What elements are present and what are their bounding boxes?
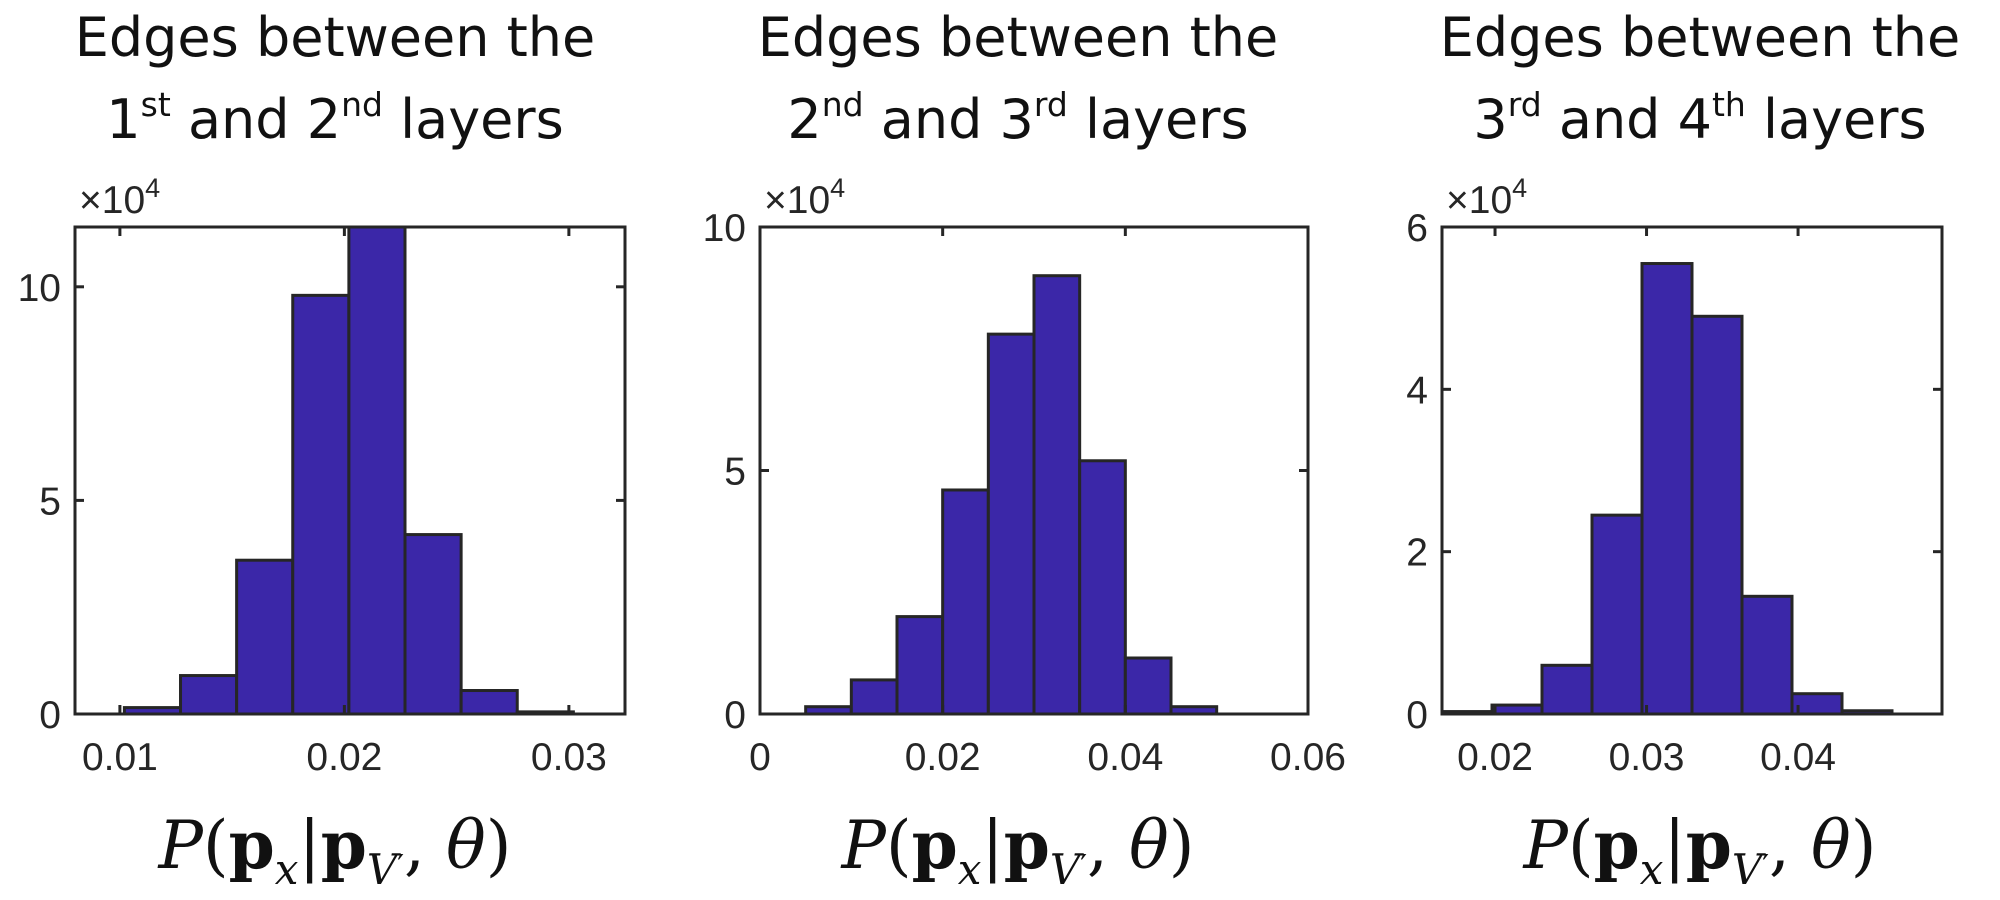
chart-title-line-2: 2nd and 3rd layers bbox=[787, 85, 1248, 151]
y-tick-label: 10 bbox=[703, 207, 746, 250]
axes-box bbox=[1440, 225, 1944, 716]
histogram-bar bbox=[941, 488, 990, 716]
y-tick-label: 0 bbox=[39, 694, 61, 737]
y-tick-label: 4 bbox=[1406, 369, 1428, 412]
histogram-bar bbox=[1640, 262, 1694, 716]
x-tick-label: 0.02 bbox=[306, 736, 382, 779]
histogram-bar bbox=[849, 678, 899, 716]
chart-title-line-2: 3rd and 4th layers bbox=[1473, 85, 1926, 151]
histogram-bar bbox=[179, 674, 239, 716]
histogram-bar bbox=[1032, 274, 1082, 716]
chart-title-line-2: 1st and 2nd layers bbox=[106, 85, 563, 151]
chart-panel-3: Edges between the 3rd and 4th layers 0 2 4 6 0… bbox=[1406, 6, 1960, 894]
x-axis-label: P(px|pV′, θ) bbox=[840, 806, 1194, 894]
x-tick-label: 0.03 bbox=[1609, 736, 1685, 779]
histogram-bar bbox=[235, 558, 295, 716]
y-axis-multiplier: ×104 bbox=[79, 173, 160, 222]
histogram-bar bbox=[1123, 656, 1173, 716]
chart-title-line-1: Edges between the bbox=[758, 6, 1279, 69]
x-axis-label: P(px|pV′, θ) bbox=[157, 806, 511, 894]
y-axis-multiplier: ×104 bbox=[1446, 173, 1527, 222]
chart-panel-1: Edges between the 1st and 2nd layers 0 5 10 0… bbox=[18, 6, 627, 894]
y-tick-label: 5 bbox=[724, 451, 746, 494]
y-axis-multiplier: ×104 bbox=[764, 173, 845, 222]
x-tick-label: 0.06 bbox=[1270, 736, 1346, 779]
y-tick-label: 0 bbox=[724, 694, 746, 737]
x-tick-label: 0.03 bbox=[531, 736, 607, 779]
chart-title-line-1: Edges between the bbox=[1440, 6, 1961, 69]
x-tick-label: 0.02 bbox=[1457, 736, 1533, 779]
histogram-bar bbox=[986, 332, 1036, 716]
x-tick-label: 0 bbox=[749, 736, 771, 779]
axes-box bbox=[73, 225, 627, 716]
y-tick-label: 10 bbox=[18, 267, 61, 310]
x-tick-label: 0.04 bbox=[1760, 736, 1836, 779]
y-tick-label: 0 bbox=[1406, 694, 1428, 737]
x-tick-label: 0.01 bbox=[82, 736, 158, 779]
x-tick-label: 0.04 bbox=[1087, 736, 1163, 779]
y-tick-label: 2 bbox=[1406, 532, 1428, 575]
histogram-bar bbox=[1590, 513, 1644, 716]
histogram-bar bbox=[291, 293, 351, 716]
x-axis-label: P(px|pV′, θ) bbox=[1522, 806, 1876, 894]
histogram-bar bbox=[1078, 459, 1127, 716]
chart-panel-2: Edges between the 2nd and 3rd layers 0 5 10 0… bbox=[703, 6, 1346, 894]
y-tick-label: 6 bbox=[1406, 207, 1428, 250]
x-tick-label: 0.02 bbox=[905, 736, 981, 779]
histogram-bar bbox=[459, 689, 519, 716]
y-tick-label: 5 bbox=[39, 480, 61, 523]
histogram-bar bbox=[347, 225, 407, 716]
chart-title-line-1: Edges between the bbox=[75, 6, 596, 69]
histogram-bar bbox=[1740, 594, 1794, 716]
histogram-bar bbox=[1540, 663, 1594, 716]
histogram-bar bbox=[403, 533, 463, 716]
histogram-bar bbox=[1690, 314, 1744, 716]
histogram-bar bbox=[895, 615, 945, 716]
